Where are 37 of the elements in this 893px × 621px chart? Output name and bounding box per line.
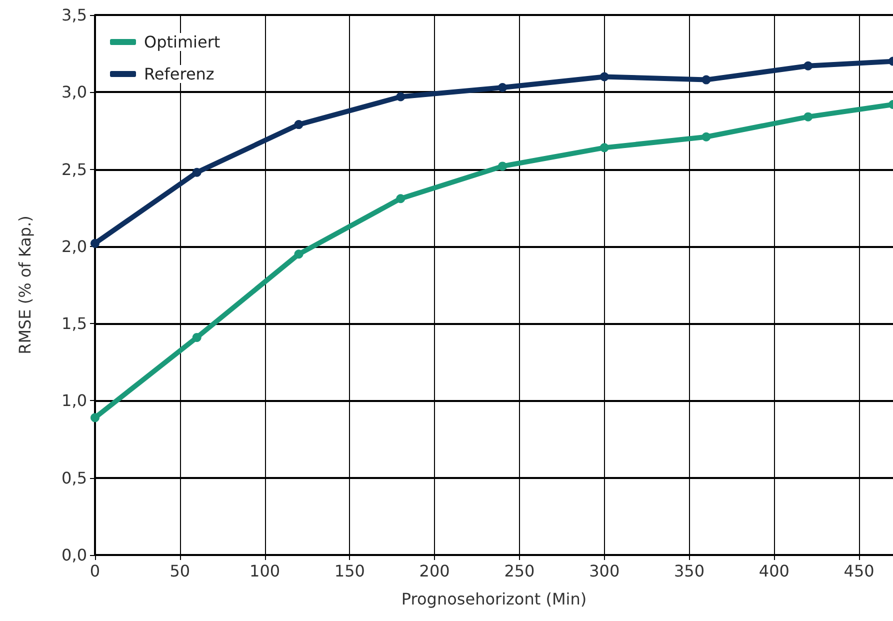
x-tick-label: 100 xyxy=(250,562,280,580)
point xyxy=(702,132,711,142)
y-tick-label: 3,5 xyxy=(62,6,87,24)
point xyxy=(498,83,507,92)
point xyxy=(90,413,100,422)
point xyxy=(396,92,406,102)
point xyxy=(192,332,202,342)
point xyxy=(804,112,813,122)
y-tick-label: 0,0 xyxy=(62,546,87,564)
point xyxy=(396,194,406,204)
x-axis-title: Prognosehorizont (Min) xyxy=(401,590,587,608)
x-tick-label: 450 xyxy=(844,562,874,580)
x-tick-label: 200 xyxy=(419,562,450,580)
x-tick-label: 300 xyxy=(589,562,620,580)
x-tick-label: 0 xyxy=(90,562,100,580)
x-tick-label: 50 xyxy=(170,562,190,580)
point xyxy=(702,75,711,84)
point xyxy=(600,143,609,152)
y-tick-label: 2,5 xyxy=(62,160,87,179)
x-tick-label: 400 xyxy=(758,562,790,580)
x-tick-label: 150 xyxy=(334,562,365,580)
point xyxy=(498,162,507,171)
x-tick-label: 250 xyxy=(504,562,535,580)
legend-label: Referenz xyxy=(144,64,214,84)
y-tick-label: 3,0 xyxy=(62,82,87,102)
y-tick-label: 1,0 xyxy=(62,391,87,410)
y-tick-label: 2,0 xyxy=(62,236,87,256)
x-tick-label: 350 xyxy=(674,562,705,580)
y-tick-label: 0,5 xyxy=(62,468,87,488)
y-tick-label: 1,5 xyxy=(62,314,87,334)
point xyxy=(294,120,304,130)
point xyxy=(804,61,813,70)
point xyxy=(600,72,609,82)
legend-label: Optimiert xyxy=(144,32,220,52)
point xyxy=(192,168,202,177)
point xyxy=(294,250,304,259)
y-axis-title: RMSE (% of Kap.) xyxy=(16,216,34,354)
